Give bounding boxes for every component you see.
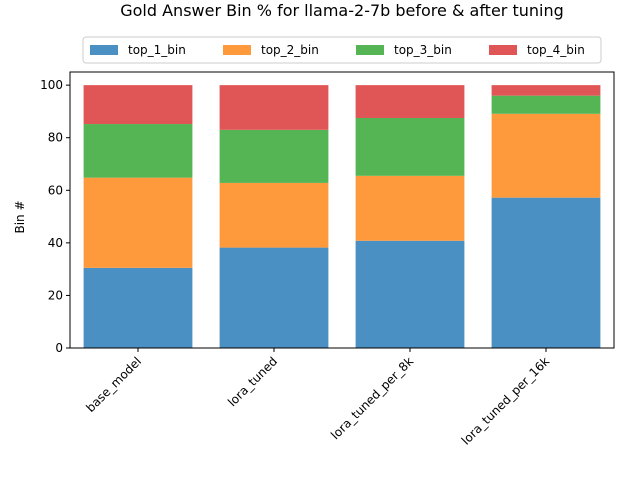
legend: top_1_bin top_2_bin top_3_bin top_4_bin — [82, 36, 602, 64]
bar-top_2_bin-lora_tuned_per_8k — [355, 175, 465, 241]
bar-top_2_bin-base_model — [83, 177, 193, 268]
bar-top_1_bin-lora_tuned_per_8k — [355, 240, 465, 348]
y-axis-label: Bin # — [13, 200, 27, 233]
bar-top_3_bin-lora_tuned_per_8k — [355, 118, 465, 176]
legend-label-top_4_bin: top_4_bin — [527, 43, 585, 57]
legend-swatch-top_2_bin — [223, 45, 251, 55]
bar-top_2_bin-lora_tuned — [219, 182, 329, 248]
plot-frame — [69, 71, 615, 349]
x-tick-label-base_model: base_model — [83, 354, 144, 415]
bar-top_1_bin-lora_tuned_per_16k — [491, 197, 601, 348]
x-tick-label-lora_tuned: lora_tuned — [225, 354, 280, 409]
y-tick-label: 40 — [48, 236, 63, 250]
bar-top_4_bin-base_model — [83, 85, 193, 125]
bar-top_3_bin-lora_tuned_per_16k — [491, 95, 601, 114]
bar-top_1_bin-lora_tuned — [219, 247, 329, 348]
bar-top_4_bin-lora_tuned — [219, 85, 329, 130]
y-tick-label: 80 — [48, 131, 63, 145]
plot-area: 0 20 40 60 80 100 base_model lora_tuned lora_tun… — [40, 71, 615, 448]
legend-label-top_2_bin: top_2_bin — [261, 43, 319, 57]
y-tick-label: 20 — [48, 288, 63, 302]
legend-frame — [82, 36, 602, 64]
y-tick-label: 100 — [40, 78, 63, 92]
bar-top_2_bin-lora_tuned_per_16k — [491, 113, 601, 198]
bar-top_4_bin-lora_tuned_per_8k — [355, 85, 465, 118]
bar-top_4_bin-lora_tuned_per_16k — [491, 85, 601, 96]
legend-label-top_1_bin: top_1_bin — [128, 43, 186, 57]
x-tick-label-lora_tuned_per_16k: lora_tuned_per_16k — [459, 354, 552, 447]
bar-top_3_bin-base_model — [83, 124, 193, 178]
legend-label-top_3_bin: top_3_bin — [394, 43, 452, 57]
y-tick-label: 0 — [55, 341, 63, 355]
bar-top_1_bin-base_model — [83, 267, 193, 348]
chart-title: Gold Answer Bin % for llama-2-7b before … — [120, 1, 564, 20]
bar-top_3_bin-lora_tuned — [219, 129, 329, 183]
legend-swatch-top_3_bin — [356, 45, 384, 55]
legend-swatch-top_4_bin — [489, 45, 517, 55]
legend-swatch-top_1_bin — [90, 45, 118, 55]
x-tick-label-lora_tuned_per_8k: lora_tuned_per_8k — [328, 354, 416, 442]
y-tick-label: 60 — [48, 183, 63, 197]
